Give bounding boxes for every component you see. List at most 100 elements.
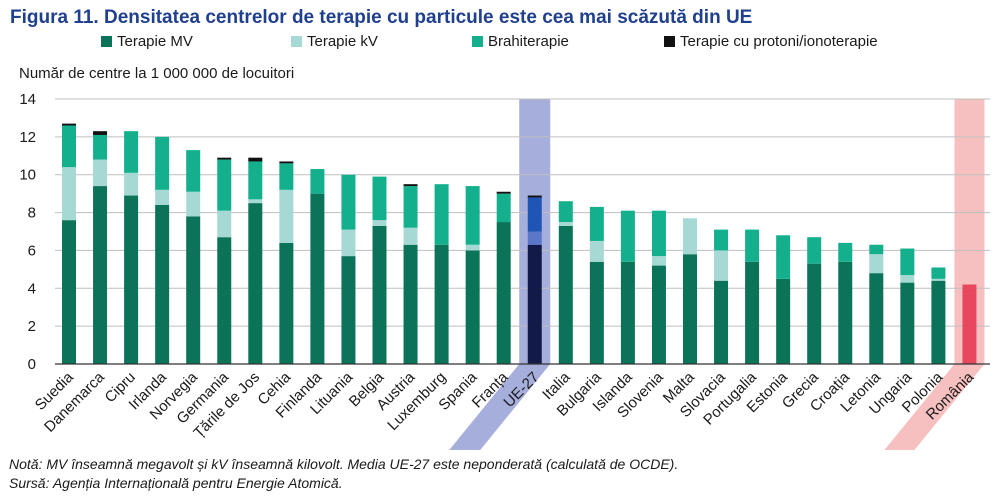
bar-segment-mv [465, 250, 480, 364]
bar-segment-brahi [869, 244, 884, 255]
y-tick-label: 0 [28, 356, 36, 373]
bar-segment-kv [93, 159, 108, 187]
bar-segment-mv [776, 278, 791, 364]
bar-segment-brahi [651, 210, 666, 257]
bar-segment-mv [341, 256, 356, 364]
legend-item-kv: Terapie kV [291, 33, 378, 50]
bar-segment-mv [403, 244, 418, 364]
bar-segment-mv [93, 186, 108, 364]
bar-segment-kv [403, 227, 418, 245]
bar-segment-brahi [310, 169, 325, 194]
bar-segment-kv [465, 244, 480, 251]
bar-segment-brahi [776, 235, 791, 279]
bar-segment-kv [155, 189, 170, 205]
bar-segment-kv [279, 189, 294, 243]
bar-segment-mv [589, 261, 604, 364]
bar-segment-proton [248, 157, 263, 162]
bar-segment-mv [683, 254, 697, 364]
y-tick-label: 10 [19, 167, 36, 184]
bar-segment-proton [496, 191, 511, 194]
bar-segment-mv [620, 261, 635, 364]
bar-segment-brahi [900, 248, 915, 276]
bar-segment-mv [217, 237, 232, 364]
bar-segment-kv [186, 191, 201, 217]
legend-swatch-mv [101, 36, 112, 47]
bar-segment-brahi [372, 176, 387, 221]
bar-segment-mv [931, 280, 946, 364]
bar-segment-mv [248, 203, 263, 364]
bar-segment-kv [714, 250, 729, 281]
legend-label-proton: Terapie cu protoni/ionoterapie [680, 33, 878, 50]
bar-segment-kv [558, 222, 573, 226]
bar-segment-brahi [248, 161, 263, 200]
legend-item-mv: Terapie MV [101, 33, 193, 50]
bar-segment-kv [651, 256, 666, 266]
note-line: Notă: MV înseamnă megavolt și kV înseamn… [9, 456, 679, 472]
bar-segment-brahi [931, 267, 946, 279]
bar-segment-brahi [962, 284, 977, 294]
bar-segment-mv [558, 225, 573, 364]
bar-segment-kv [62, 167, 76, 221]
bar-segment-proton [217, 157, 232, 160]
bar-segment-mv [900, 282, 915, 364]
bar-segment-mv [962, 293, 977, 364]
bar-segment-brahi [745, 229, 760, 262]
bar-segment-proton [93, 131, 108, 135]
bar-segment-mv [279, 242, 294, 364]
y-axis-label: Număr de centre la 1 000 000 de locuitor… [19, 65, 295, 82]
bar-segment-brahi [279, 163, 294, 190]
y-tick-label: 2 [28, 318, 36, 335]
legend-swatch-brahi [472, 36, 483, 47]
bar-segment-kv [683, 218, 697, 255]
legend-swatch-kv [291, 36, 302, 47]
bar-segment-kv [589, 240, 604, 262]
bar-segment-mv [124, 195, 139, 364]
bar-segment-brahi [558, 201, 573, 223]
y-tick-label: 8 [28, 205, 36, 222]
bar-segment-brahi [403, 186, 418, 228]
bar-segment-proton [527, 195, 542, 198]
legend: Terapie MV Terapie kV Brahiterapie Terap… [0, 33, 1001, 55]
bar-segment-mv [310, 193, 325, 364]
bar-segment-kv [372, 220, 387, 226]
legend-item-proton: Terapie cu protoni/ionoterapie [664, 33, 878, 50]
legend-label-mv: Terapie MV [117, 33, 193, 50]
y-tick-label: 6 [28, 242, 36, 259]
bar-segment-brahi [341, 174, 356, 230]
bar-segment-mv [651, 265, 666, 364]
legend-label-kv: Terapie kV [307, 33, 378, 50]
bar-segment-mv [155, 205, 170, 364]
y-tick-label: 4 [28, 280, 36, 297]
bar-segment-brahi [124, 131, 139, 173]
bar-segment-mv [372, 225, 387, 364]
bar-segment-brahi [186, 150, 201, 192]
bar-segment-brahi [620, 210, 635, 262]
bar-segment-proton [403, 184, 418, 187]
bar-segment-mv [62, 220, 76, 364]
bar-segment-brahi [434, 184, 449, 245]
bar-segment-proton [62, 123, 76, 126]
bar-segment-mv [496, 222, 511, 364]
legend-swatch-proton [664, 36, 675, 47]
bar-segment-mv [807, 263, 822, 364]
bar-segment-kv [124, 172, 139, 196]
bar-segment-kv [869, 254, 884, 274]
bar-segment-mv [186, 216, 201, 364]
bar-segment-brahi [807, 237, 822, 264]
bar-segment-proton [279, 161, 294, 164]
bar-segment-mv [527, 244, 542, 364]
bar-segment-brahi [714, 229, 729, 251]
bar-segment-brahi [465, 186, 480, 245]
bar-segment-mv [434, 244, 449, 364]
bar-segment-kv [527, 231, 542, 245]
bar-segment-brahi [589, 206, 604, 241]
bar-segment-brahi [527, 197, 542, 232]
legend-label-brahi: Brahiterapie [488, 33, 569, 50]
bar-segment-mv [745, 261, 760, 364]
bar-segment-mv [869, 273, 884, 364]
bar-segment-mv [714, 280, 729, 364]
bar-segment-mv [838, 261, 853, 364]
highlight-band-label-eu [449, 364, 551, 450]
bar-segment-kv [248, 199, 263, 204]
bar-segment-kv [900, 275, 915, 283]
